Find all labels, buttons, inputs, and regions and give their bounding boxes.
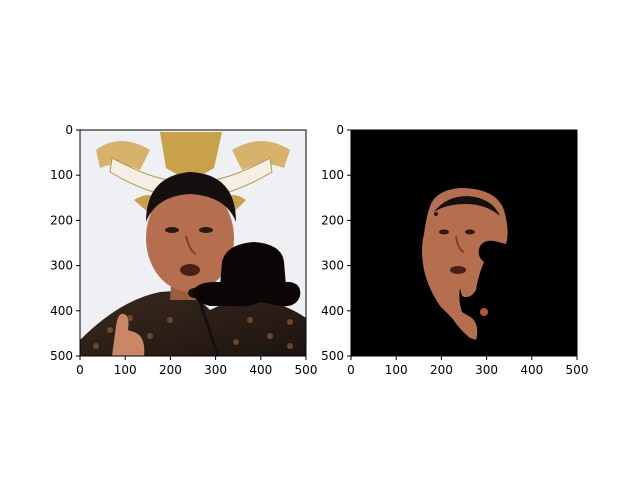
right-y-tick-label: 300	[321, 259, 344, 273]
right-image-axes: 0 100 200 300 400 500 0 100 200 300 400 500	[321, 123, 588, 377]
right-y-tick-label: 0	[336, 123, 344, 137]
right-y-tick-label: 500	[321, 349, 344, 363]
right-y-ticks: 0 100 200 300 400 500	[321, 123, 351, 363]
microphone-stand	[196, 295, 220, 356]
facial-features	[165, 227, 213, 276]
right-x-tick-label: 200	[430, 363, 453, 377]
right-x-tick-label: 500	[566, 363, 589, 377]
left-y-tick-label: 0	[65, 123, 73, 137]
left-image-axes: 0 100 200 300 400 500 0 100 200 300 400 500	[50, 123, 317, 377]
right-x-tick-label: 100	[385, 363, 408, 377]
left-x-tick-label: 300	[204, 363, 227, 377]
left-y-ticks: 0 100 200 300 400 500	[50, 123, 80, 363]
right-x-tick-label: 0	[347, 363, 355, 377]
right-x-ticks: 0 100 200 300 400 500	[347, 356, 588, 377]
left-axes-frame	[79, 129, 307, 357]
left-y-tick-label: 300	[50, 259, 73, 273]
right-y-tick-label: 400	[321, 304, 344, 318]
right-y-tick-label: 100	[321, 168, 344, 182]
mask-face	[422, 188, 508, 340]
left-x-tick-label: 400	[249, 363, 272, 377]
left-x-tick-label: 200	[159, 363, 182, 377]
right-x-tick-label: 400	[520, 363, 543, 377]
hand	[112, 313, 145, 356]
batik-pattern	[93, 315, 293, 349]
right-y-tick-label: 200	[321, 213, 344, 227]
left-x-tick-label: 500	[295, 363, 318, 377]
left-x-ticks: 0 100 200 300 400 500	[76, 356, 317, 377]
right-x-tick-label: 300	[475, 363, 498, 377]
left-x-tick-label: 100	[114, 363, 137, 377]
left-y-tick-label: 500	[50, 349, 73, 363]
left-y-tick-label: 200	[50, 213, 73, 227]
right-axes-frame	[350, 129, 578, 357]
face	[146, 184, 234, 292]
left-x-tick-label: 0	[76, 363, 84, 377]
hat-occluder	[192, 242, 301, 307]
left-photo	[80, 130, 306, 356]
hair	[146, 172, 236, 222]
left-y-tick-label: 100	[50, 168, 73, 182]
left-y-tick-label: 400	[50, 304, 73, 318]
